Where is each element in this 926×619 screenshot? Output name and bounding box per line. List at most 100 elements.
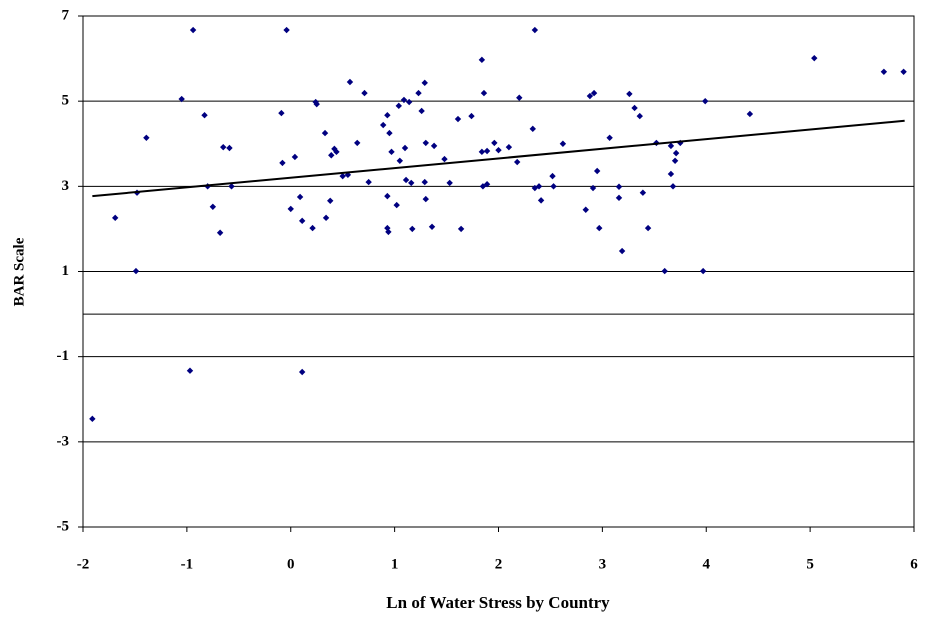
- point: [593, 167, 601, 175]
- point: [189, 26, 197, 34]
- point: [418, 107, 425, 115]
- point: [321, 129, 329, 137]
- point: [328, 152, 335, 159]
- point: [422, 195, 429, 203]
- point: [529, 125, 536, 133]
- point: [615, 183, 623, 190]
- point: [582, 206, 589, 213]
- point: [283, 26, 290, 34]
- y-tick-label: 7: [62, 7, 70, 23]
- point: [186, 367, 194, 374]
- point: [405, 98, 413, 106]
- point: [483, 181, 491, 188]
- point: [220, 143, 227, 151]
- point: [327, 197, 334, 205]
- point: [112, 214, 119, 222]
- y-tick-label: 1: [62, 263, 70, 279]
- point: [626, 90, 633, 98]
- point: [618, 247, 626, 255]
- point: [178, 95, 185, 103]
- point: [421, 79, 428, 87]
- point: [535, 183, 543, 190]
- point: [361, 89, 368, 97]
- point: [667, 142, 675, 150]
- y-tick-label: 5: [62, 93, 70, 109]
- point: [531, 26, 539, 34]
- y-tick-label: -3: [57, 433, 70, 449]
- point: [296, 193, 304, 201]
- point: [596, 224, 603, 232]
- point: [384, 112, 391, 119]
- point: [408, 179, 415, 187]
- trendline: [92, 119, 905, 198]
- point: [661, 267, 668, 275]
- point: [422, 139, 429, 147]
- point: [384, 192, 391, 200]
- point: [590, 89, 598, 97]
- point: [279, 159, 286, 167]
- point: [393, 201, 400, 209]
- point: [379, 121, 387, 129]
- point: [746, 110, 754, 118]
- point: [89, 415, 96, 423]
- point: [278, 109, 285, 117]
- point: [615, 194, 623, 202]
- point: [483, 147, 491, 155]
- point: [333, 148, 340, 156]
- point: [550, 183, 557, 190]
- point: [491, 139, 498, 147]
- point: [671, 157, 679, 164]
- point: [672, 149, 680, 157]
- y-tick-label: 3: [62, 178, 70, 194]
- point: [454, 115, 462, 123]
- point: [639, 189, 647, 196]
- point: [513, 158, 521, 166]
- point: [430, 142, 438, 150]
- point: [586, 92, 594, 100]
- point: [669, 183, 677, 190]
- point: [339, 172, 346, 180]
- point: [495, 146, 502, 154]
- point: [401, 144, 409, 152]
- point: [346, 78, 354, 86]
- point: [216, 229, 224, 236]
- x-tick-label: -2: [77, 556, 90, 572]
- point: [900, 68, 907, 75]
- point: [559, 140, 567, 147]
- point: [409, 225, 416, 233]
- point: [702, 97, 709, 105]
- point: [309, 224, 316, 232]
- point: [531, 184, 539, 192]
- point: [228, 183, 235, 190]
- point: [644, 224, 652, 232]
- point: [636, 112, 643, 120]
- point: [478, 148, 486, 156]
- point: [480, 89, 488, 97]
- point: [143, 134, 150, 141]
- x-tick-label: -1: [181, 556, 194, 572]
- point: [421, 178, 428, 186]
- x-tick-label: 4: [703, 556, 711, 572]
- point: [428, 223, 436, 230]
- point: [400, 96, 408, 104]
- point: [880, 68, 888, 75]
- x-tick-label: 0: [287, 556, 295, 572]
- point: [537, 197, 545, 204]
- y-tick-label: -5: [57, 518, 70, 534]
- point: [402, 176, 410, 184]
- point: [415, 89, 422, 97]
- x-tick-label: 5: [806, 556, 814, 572]
- point: [478, 56, 486, 64]
- point: [441, 155, 448, 163]
- point: [209, 203, 217, 210]
- point: [589, 184, 597, 192]
- point: [313, 100, 320, 108]
- point: [386, 129, 393, 137]
- point: [606, 134, 613, 141]
- point: [457, 225, 465, 233]
- point: [549, 172, 556, 180]
- y-tick-label: -1: [57, 348, 70, 364]
- point: [631, 104, 638, 112]
- point: [322, 214, 330, 222]
- point: [811, 54, 818, 62]
